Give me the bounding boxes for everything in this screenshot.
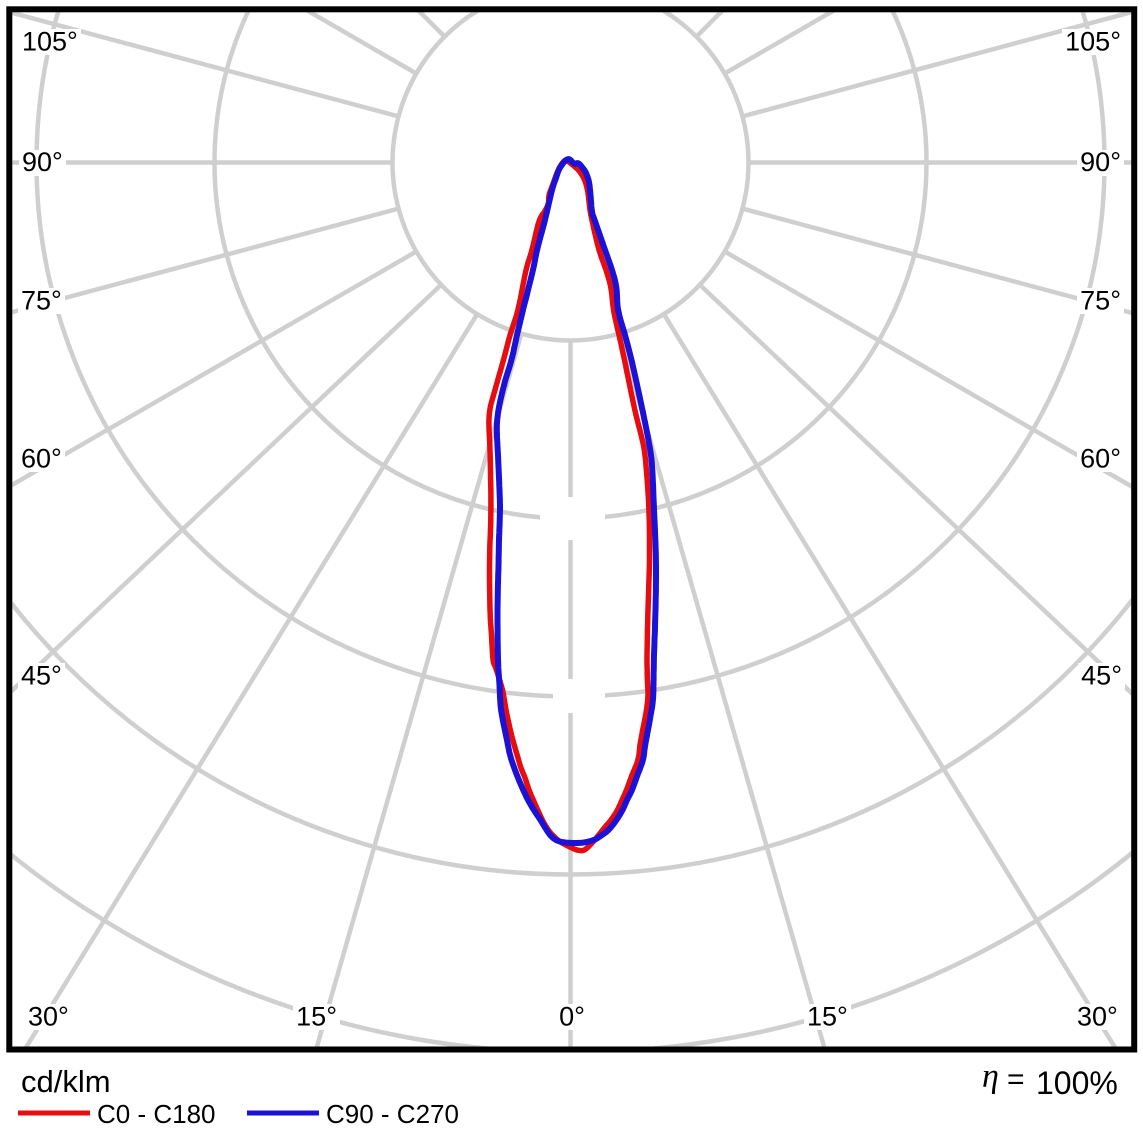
svg-text:cd/klm: cd/klm xyxy=(21,1064,111,1099)
svg-text:60°: 60° xyxy=(1080,444,1121,474)
svg-text:C0 - C180: C0 - C180 xyxy=(97,1099,216,1129)
svg-text:105°: 105° xyxy=(1065,27,1121,57)
svg-text:15°: 15° xyxy=(807,1002,848,1032)
svg-text:=: = xyxy=(1007,1063,1025,1096)
svg-text:15°: 15° xyxy=(296,1002,337,1032)
svg-text:30°: 30° xyxy=(1077,1002,1118,1032)
svg-text:90°: 90° xyxy=(1080,147,1121,177)
svg-text:100%: 100% xyxy=(1036,1065,1118,1101)
svg-text:60°: 60° xyxy=(21,444,62,474)
svg-text:105°: 105° xyxy=(22,27,78,57)
svg-text:75°: 75° xyxy=(21,286,62,316)
svg-text:30°: 30° xyxy=(28,1002,69,1032)
svg-text:η: η xyxy=(982,1058,999,1095)
svg-text:75°: 75° xyxy=(1080,286,1121,316)
svg-text:0°: 0° xyxy=(559,1002,585,1032)
svg-text:90°: 90° xyxy=(22,147,63,177)
svg-text:45°: 45° xyxy=(1081,661,1122,691)
svg-text:45°: 45° xyxy=(21,661,62,691)
svg-text:C90 - C270: C90 - C270 xyxy=(326,1099,459,1129)
